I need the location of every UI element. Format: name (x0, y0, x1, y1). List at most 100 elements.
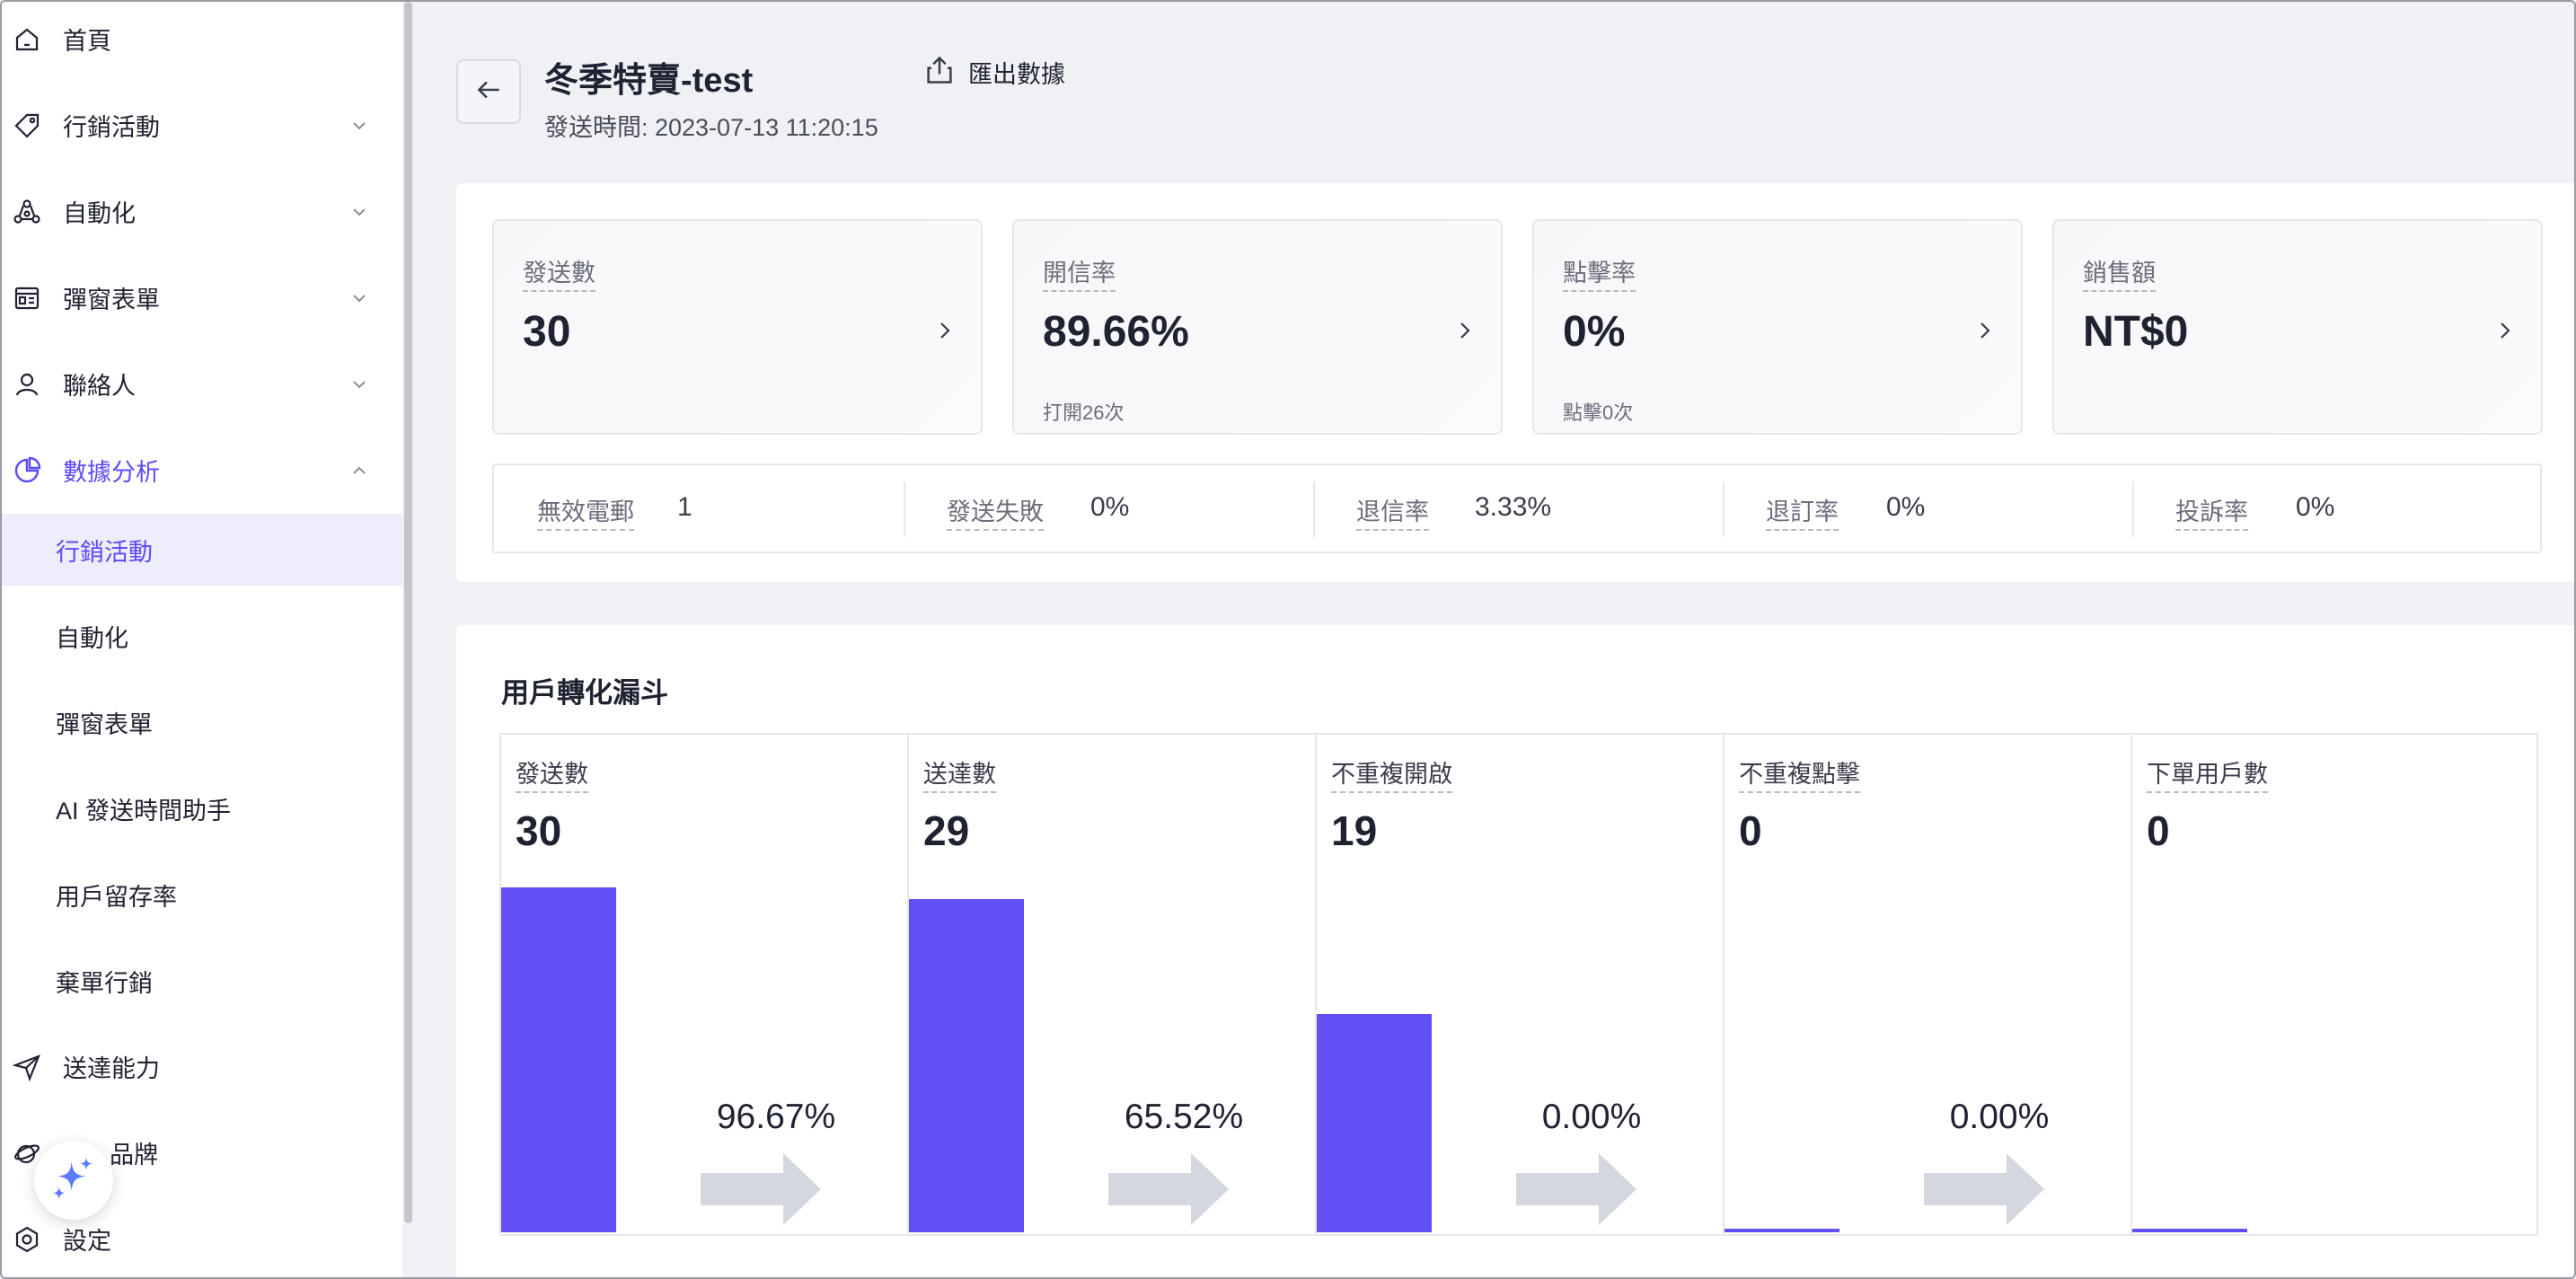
sidebar-item-contacts[interactable]: 聯絡人 (2, 348, 402, 419)
funnel-panel: 用戶轉化漏斗 發送數 30 96.67% 送達數 29 65.52% 不重複開啟… (456, 625, 2574, 1277)
chevron-down-icon (348, 115, 370, 137)
metric-label[interactable]: 退訂率 (1766, 492, 1839, 531)
sidebar-item-label: 彈窗表單 (63, 286, 160, 313)
funnel-step-label[interactable]: 發送數 (516, 754, 588, 793)
chevron-up-icon (348, 460, 370, 481)
sidebar-item-label: 品牌 (110, 1141, 158, 1169)
sidebar-subitem-ai-send-time[interactable]: AI 發送時間助手 (2, 772, 402, 844)
funnel-step-unique-opens: 不重複開啟 19 0.00% (1317, 735, 1723, 1234)
divider (907, 735, 909, 1234)
chevron-right-icon (1972, 318, 1998, 343)
sidebar-subitem-label: 棄單行銷 (56, 969, 153, 997)
form-icon (13, 284, 41, 313)
funnel-step-delivered: 送達數 29 65.52% (909, 735, 1315, 1234)
sidebar-subitem-label: AI 發送時間助手 (56, 797, 232, 825)
stat-card-click-rate[interactable]: 點擊率 0% 點擊0次 (1532, 219, 2023, 435)
sidebar-item-brand[interactable]: 品牌 (2, 1117, 402, 1187)
stat-title: 發送數 (523, 253, 595, 292)
sidebar-item-marketing[interactable]: 行銷活動 (2, 90, 402, 160)
funnel-step-label[interactable]: 下單用戶數 (2147, 754, 2268, 793)
metric-value: 0% (2296, 492, 2335, 522)
stat-title: 開信率 (1043, 253, 1116, 292)
sidebar-subitem-label: 彈窗表單 (56, 710, 153, 738)
funnel-bar (1317, 1014, 1432, 1232)
sidebar-scrollbar[interactable] (402, 2, 413, 1277)
funnel-step-label[interactable]: 送達數 (923, 754, 996, 793)
ai-assistant-button[interactable] (34, 1141, 113, 1220)
sidebar-item-label: 自動化 (63, 199, 136, 227)
stat-card-revenue[interactable]: 銷售額 NT$0 (2052, 219, 2543, 435)
stat-card-open-rate[interactable]: 開信率 89.66% 打開26次 (1012, 219, 1503, 435)
sidebar-subitem-retention[interactable]: 用戶留存率 (2, 859, 402, 931)
brand-icon (13, 1139, 41, 1168)
chevron-right-icon (2492, 318, 2518, 343)
sidebar-subitem-marketing[interactable]: 行銷活動 (2, 514, 402, 586)
funnel-conversion-rate: 96.67% (716, 1098, 836, 1136)
funnel-bar (909, 899, 1024, 1232)
page-title: 冬季特賣-test (544, 62, 754, 100)
metric-invalid-email: 無效電郵 1 (494, 465, 904, 551)
funnel-title: 用戶轉化漏斗 (501, 677, 668, 709)
sidebar-item-label: 送達能力 (63, 1054, 160, 1082)
stat-card-sent[interactable]: 發送數 30 (492, 219, 983, 435)
metric-unsubscribe-rate: 退訂率 0% (1723, 465, 2132, 551)
stat-value: 0% (1563, 308, 1626, 356)
metric-value: 0% (1886, 492, 1926, 522)
sidebar-subitem-automation[interactable]: 自動化 (2, 600, 402, 672)
funnel-step-order-users: 下單用戶數 0 (2132, 735, 2538, 1234)
stat-sub: 點擊0次 (1563, 401, 1634, 424)
sidebar-item-automation[interactable]: 自動化 (2, 176, 402, 246)
person-icon (13, 370, 41, 399)
metric-label[interactable]: 退信率 (1356, 492, 1429, 531)
sidebar-subitem-popup-forms[interactable]: 彈窗表單 (2, 686, 402, 758)
sidebar-item-deliverability[interactable]: 送達能力 (2, 1031, 402, 1101)
funnel-step-value: 19 (1331, 807, 1378, 854)
tag-icon (13, 111, 41, 140)
divider (2130, 735, 2132, 1234)
funnel-step-unique-clicks: 不重複點擊 0 0.00% (1725, 735, 2130, 1234)
divider (1723, 481, 1725, 537)
home-icon (13, 25, 41, 54)
arrow-right-icon (1516, 1153, 1636, 1225)
funnel-step-label[interactable]: 不重複點擊 (1739, 754, 1860, 793)
sidebar-subitem-abandoned-cart[interactable]: 棄單行銷 (2, 945, 402, 1017)
chevron-down-icon (348, 287, 370, 309)
chevron-right-icon (1452, 318, 1478, 343)
funnel-bar (2132, 1229, 2247, 1232)
arrow-right-icon (1924, 1153, 2044, 1225)
sidebar-item-label: 聯絡人 (63, 372, 136, 400)
funnel-step-value: 0 (2147, 807, 2170, 854)
export-label: 匯出數據 (968, 60, 1065, 88)
sidebar-item-popup-forms[interactable]: 彈窗表單 (2, 262, 402, 332)
funnel-conversion-rate: 0.00% (1949, 1098, 2050, 1136)
arrow-right-icon (701, 1153, 821, 1225)
pie-chart-icon (13, 456, 41, 485)
divider (1723, 735, 1725, 1234)
back-button[interactable] (456, 59, 521, 124)
scrollbar-thumb[interactable] (404, 2, 412, 1223)
sidebar-item-home[interactable]: 首頁 (2, 4, 402, 74)
funnel-step-value: 0 (1739, 807, 1762, 854)
stat-sub: 打開26次 (1043, 401, 1125, 424)
stat-value: NT$0 (2083, 308, 2189, 356)
divider (2132, 481, 2134, 537)
metric-label[interactable]: 無效電郵 (537, 492, 634, 531)
export-icon (923, 54, 956, 91)
sidebar-item-settings[interactable]: 設定 (2, 1204, 402, 1274)
sidebar-subitem-label: 自動化 (56, 624, 128, 652)
funnel-chart: 發送數 30 96.67% 送達數 29 65.52% 不重複開啟 19 0.0… (499, 733, 2538, 1236)
sidebar-item-label: 行銷活動 (63, 113, 160, 141)
funnel-step-label[interactable]: 不重複開啟 (1331, 754, 1452, 793)
divider (904, 481, 905, 537)
settings-icon (13, 1225, 41, 1254)
funnel-step-value: 30 (516, 807, 562, 854)
metric-complaint-rate: 投訴率 0% (2132, 465, 2540, 551)
sidebar-item-analytics[interactable]: 數據分析 (2, 435, 402, 505)
divider (1315, 735, 1317, 1234)
funnel-step-sent: 發送數 30 96.67% (501, 735, 907, 1234)
metric-label[interactable]: 投訴率 (2175, 492, 2248, 531)
export-data-button[interactable]: 匯出數據 (923, 52, 1065, 92)
metric-label[interactable]: 發送失敗 (947, 492, 1044, 531)
sidebar-item-label: 首頁 (63, 27, 111, 55)
